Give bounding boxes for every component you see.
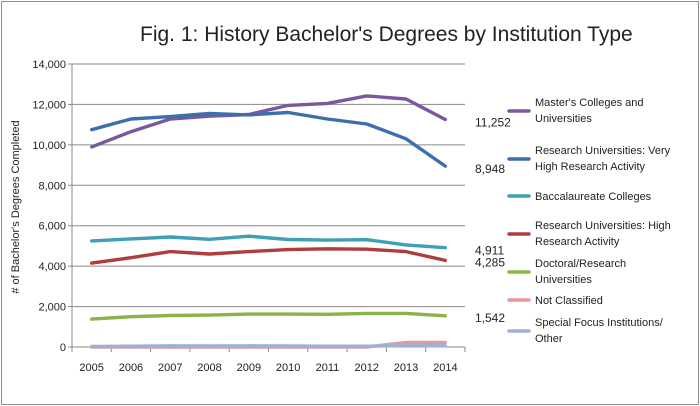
end-value-label: 4,911	[475, 244, 504, 258]
x-tick-label: 2012	[355, 362, 379, 374]
series-line	[89, 234, 447, 250]
legend-label: Research Activity	[535, 236, 620, 248]
gridlines	[72, 63, 465, 308]
y-tick-label: 12,000	[32, 99, 66, 111]
x-tick-label: 2013	[394, 362, 418, 374]
x-tick-label: 2014	[433, 362, 457, 374]
end-value-label: 11,252	[475, 116, 511, 130]
legend: Master's Colleges and Universities Researc…	[507, 97, 671, 345]
y-tick-label: 4,000	[38, 261, 66, 273]
legend-label: Research Universities: High	[535, 220, 671, 232]
series-line	[89, 343, 447, 349]
y-tick-label: 14,000	[32, 59, 66, 71]
series-line	[89, 94, 447, 149]
legend-label: Research Universities: Very	[535, 145, 671, 157]
legend-label: Doctoral/Research	[535, 258, 626, 270]
x-tick-label: 2010	[276, 362, 300, 374]
legend-label: High Research Activity	[535, 161, 646, 173]
x-tick-label: 2011	[316, 362, 340, 374]
series-line	[89, 247, 447, 265]
y-tick-label: 6,000	[38, 221, 66, 233]
legend-label: Baccalaureate Colleges	[535, 191, 652, 203]
x-tick-label: 2009	[237, 362, 261, 374]
y-tick-label: 2,000	[38, 302, 66, 314]
series-line	[89, 311, 447, 321]
y-axis-title: # of Bachelor's Degrees Completed	[10, 120, 22, 293]
y-tick-label: 0	[60, 342, 66, 354]
chart-title: Fig. 1: History Bachelor's Degrees by In…	[140, 23, 633, 46]
legend-label: Other	[535, 333, 563, 345]
legend-label: Universities	[535, 274, 592, 286]
axes	[68, 63, 466, 352]
legend-label: Universities	[535, 113, 592, 125]
series-line	[89, 110, 447, 168]
y-tick-label: 10,000	[32, 140, 66, 152]
x-tick-label: 2007	[158, 362, 182, 374]
legend-label: Master's Colleges and	[535, 97, 644, 109]
end-value-label: 4,285	[475, 255, 505, 269]
end-value-label: 8,948	[475, 162, 505, 176]
legend-label: Not Classified	[535, 295, 603, 307]
x-axis-ticks: 2005 2006 2007 2008 2009 2010 2011 2012 2013 2014	[79, 362, 457, 374]
y-axis-ticks: 0 2,000 4,000 6,000 8,000 10,000 12,000 14,000	[32, 59, 66, 354]
series-lines	[89, 94, 447, 349]
legend-label: Special Focus Institutions/	[535, 317, 664, 329]
x-tick-label: 2005	[79, 362, 103, 374]
x-tick-label: 2008	[197, 362, 221, 374]
x-tick-label: 2006	[119, 362, 143, 374]
y-tick-label: 8,000	[38, 180, 66, 192]
end-value-label: 1,542	[475, 311, 505, 325]
